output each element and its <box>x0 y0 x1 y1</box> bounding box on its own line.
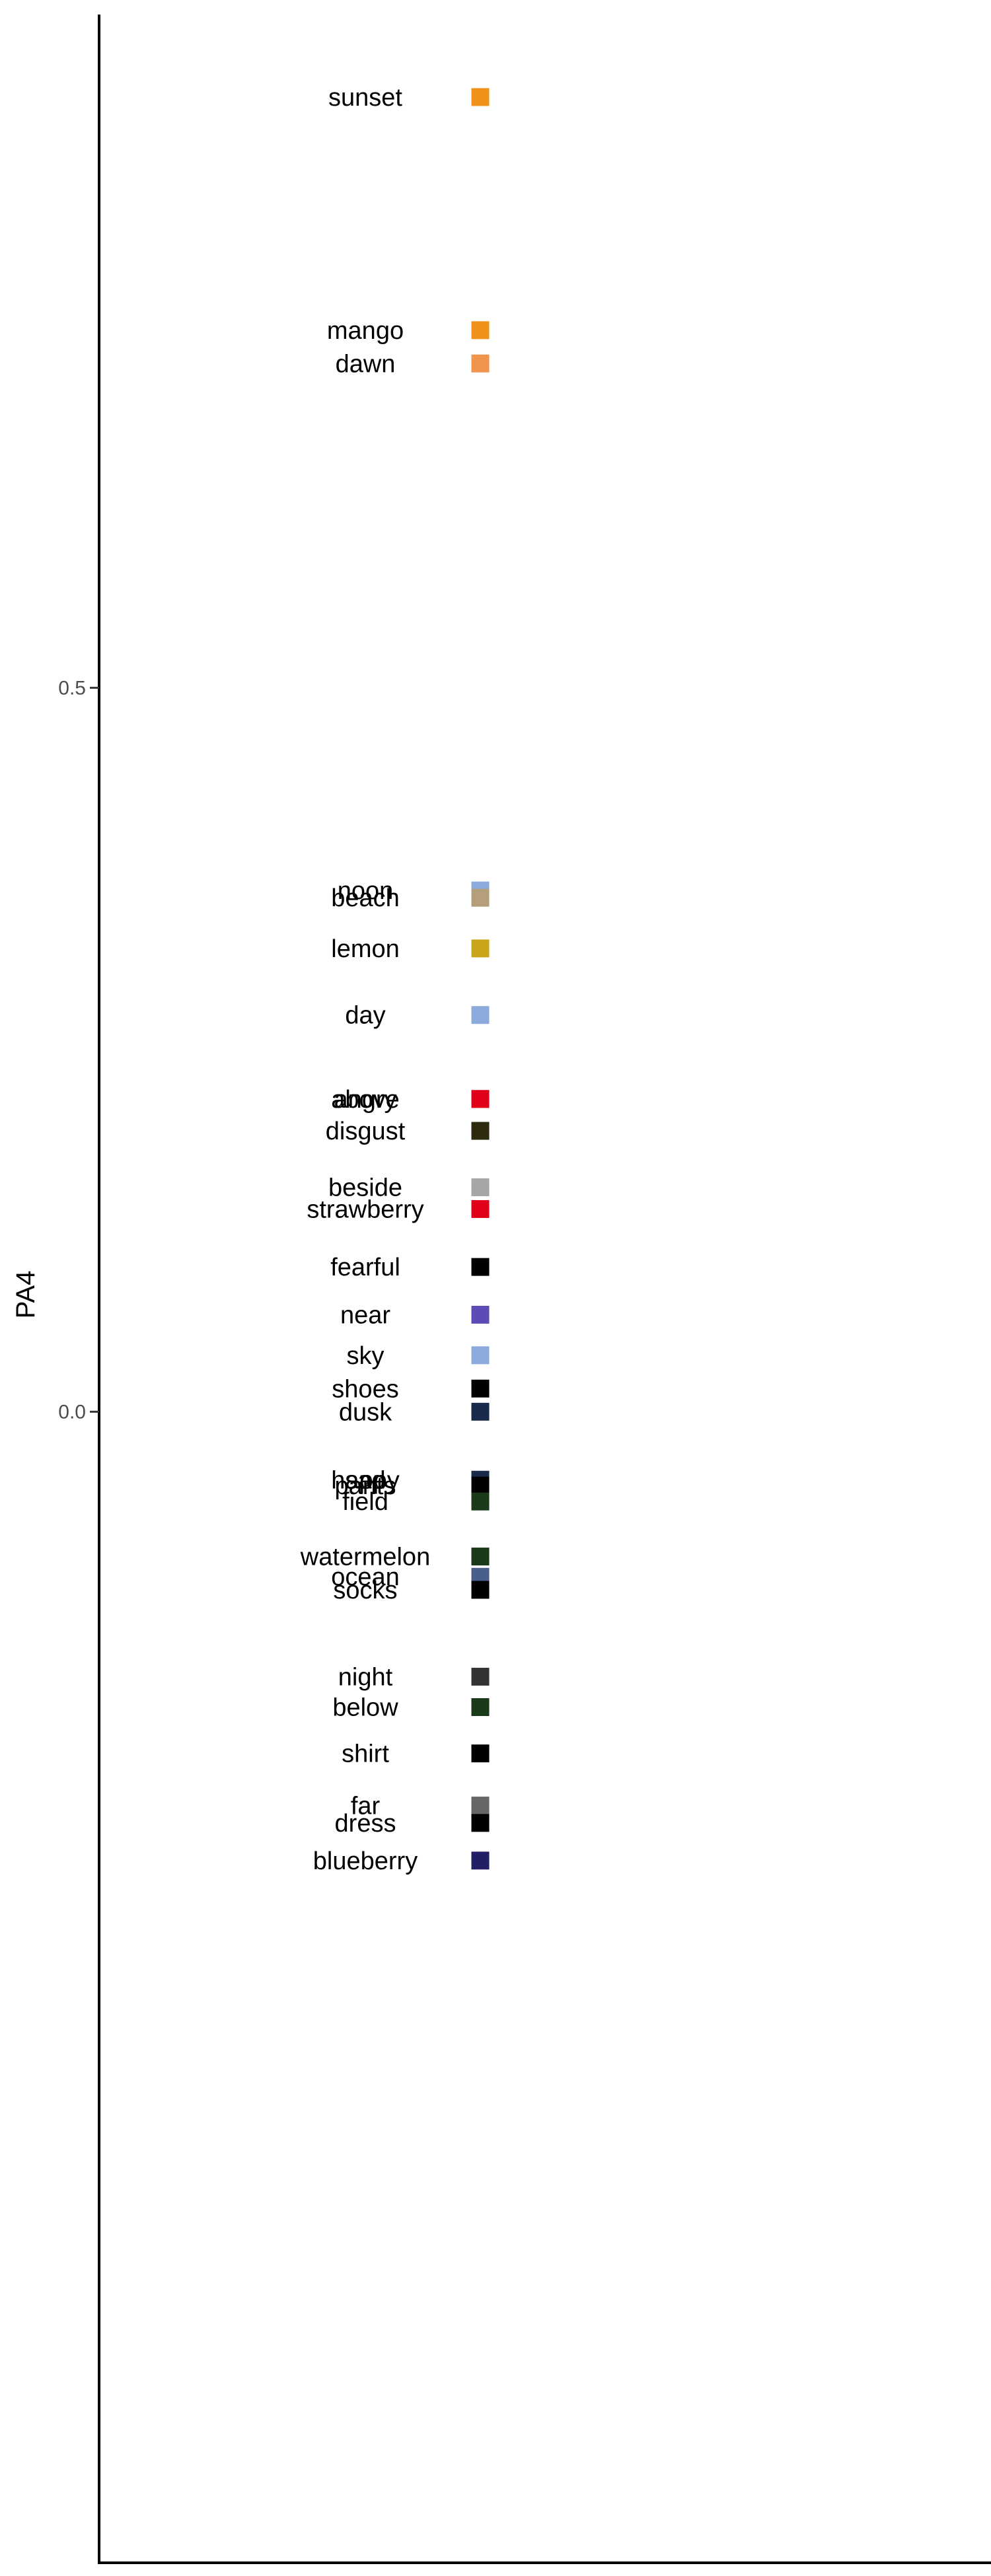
data-point-label: fearful <box>330 1254 400 1281</box>
data-point-label: dawn <box>336 350 396 378</box>
data-point-label: below <box>332 1694 398 1722</box>
data-point-label: dress <box>335 1810 396 1838</box>
data-point-marker <box>471 1122 490 1140</box>
data-point-marker <box>471 1090 490 1108</box>
y-axis-title: PA4 <box>11 1271 40 1319</box>
data-point-label: strawberry <box>307 1196 423 1223</box>
data-point-label: above <box>331 1086 400 1114</box>
data-point-label: beside <box>328 1174 402 1202</box>
data-point-marker <box>471 1346 490 1365</box>
y-tick-label: 0.5 <box>58 677 86 699</box>
data-point-label: far <box>351 1793 381 1820</box>
data-point-marker <box>471 1744 490 1763</box>
data-point-marker <box>471 321 490 340</box>
data-point-label: near <box>340 1301 390 1329</box>
data-point-label: blueberry <box>313 1847 418 1875</box>
data-point-marker <box>471 1698 490 1717</box>
data-point-label: ocean <box>331 1563 400 1591</box>
data-point-label: watermelon <box>300 1544 430 1571</box>
data-point-marker <box>471 1667 490 1686</box>
data-point-marker <box>471 1305 490 1324</box>
y-axis-ticks: 0.0 0.5 <box>58 677 99 1423</box>
data-point-marker <box>471 1797 490 1815</box>
data-point-marker <box>471 354 490 373</box>
data-point-marker <box>471 1402 490 1421</box>
data-point-label: angry <box>334 1086 396 1114</box>
data-point-marker <box>471 1258 490 1276</box>
data-point-label: dusk <box>339 1398 392 1426</box>
data-point-label: sky <box>347 1342 385 1370</box>
data-point-label: beach <box>331 884 400 912</box>
data-point-label: pants <box>335 1472 396 1500</box>
data-point-label: happy <box>331 1466 400 1494</box>
data-point-label: lemon <box>331 935 400 963</box>
data-point-label: night <box>338 1663 393 1691</box>
data-point-label: shoes <box>332 1375 398 1403</box>
data-point-marker <box>471 939 490 958</box>
data-point-marker <box>471 1178 490 1197</box>
data-point-marker <box>471 1851 490 1870</box>
data-point-label: sad <box>345 1466 385 1494</box>
data-point-marker <box>471 1548 490 1566</box>
data-point-label: mango <box>327 317 404 345</box>
data-point-marker <box>471 88 490 106</box>
data-point-label: sunset <box>328 84 402 112</box>
data-point-marker <box>471 1006 490 1024</box>
data-point-label: field <box>342 1488 388 1516</box>
data-point-label: socks <box>333 1577 397 1604</box>
data-point-label: day <box>345 1002 385 1030</box>
data-point-marker <box>471 1814 490 1832</box>
data-point-label: disgust <box>326 1118 406 1145</box>
data-point-label: shirt <box>342 1740 389 1768</box>
y-tick-label: 0.0 <box>58 1401 86 1423</box>
data-point-marker <box>471 888 490 907</box>
data-point-marker <box>471 1199 490 1218</box>
data-point-label: noon <box>338 877 394 905</box>
data-point-marker <box>471 1476 490 1495</box>
data-point-marker <box>471 1379 490 1398</box>
data-point-marker <box>471 1581 490 1599</box>
data-point-marker <box>471 1492 490 1511</box>
